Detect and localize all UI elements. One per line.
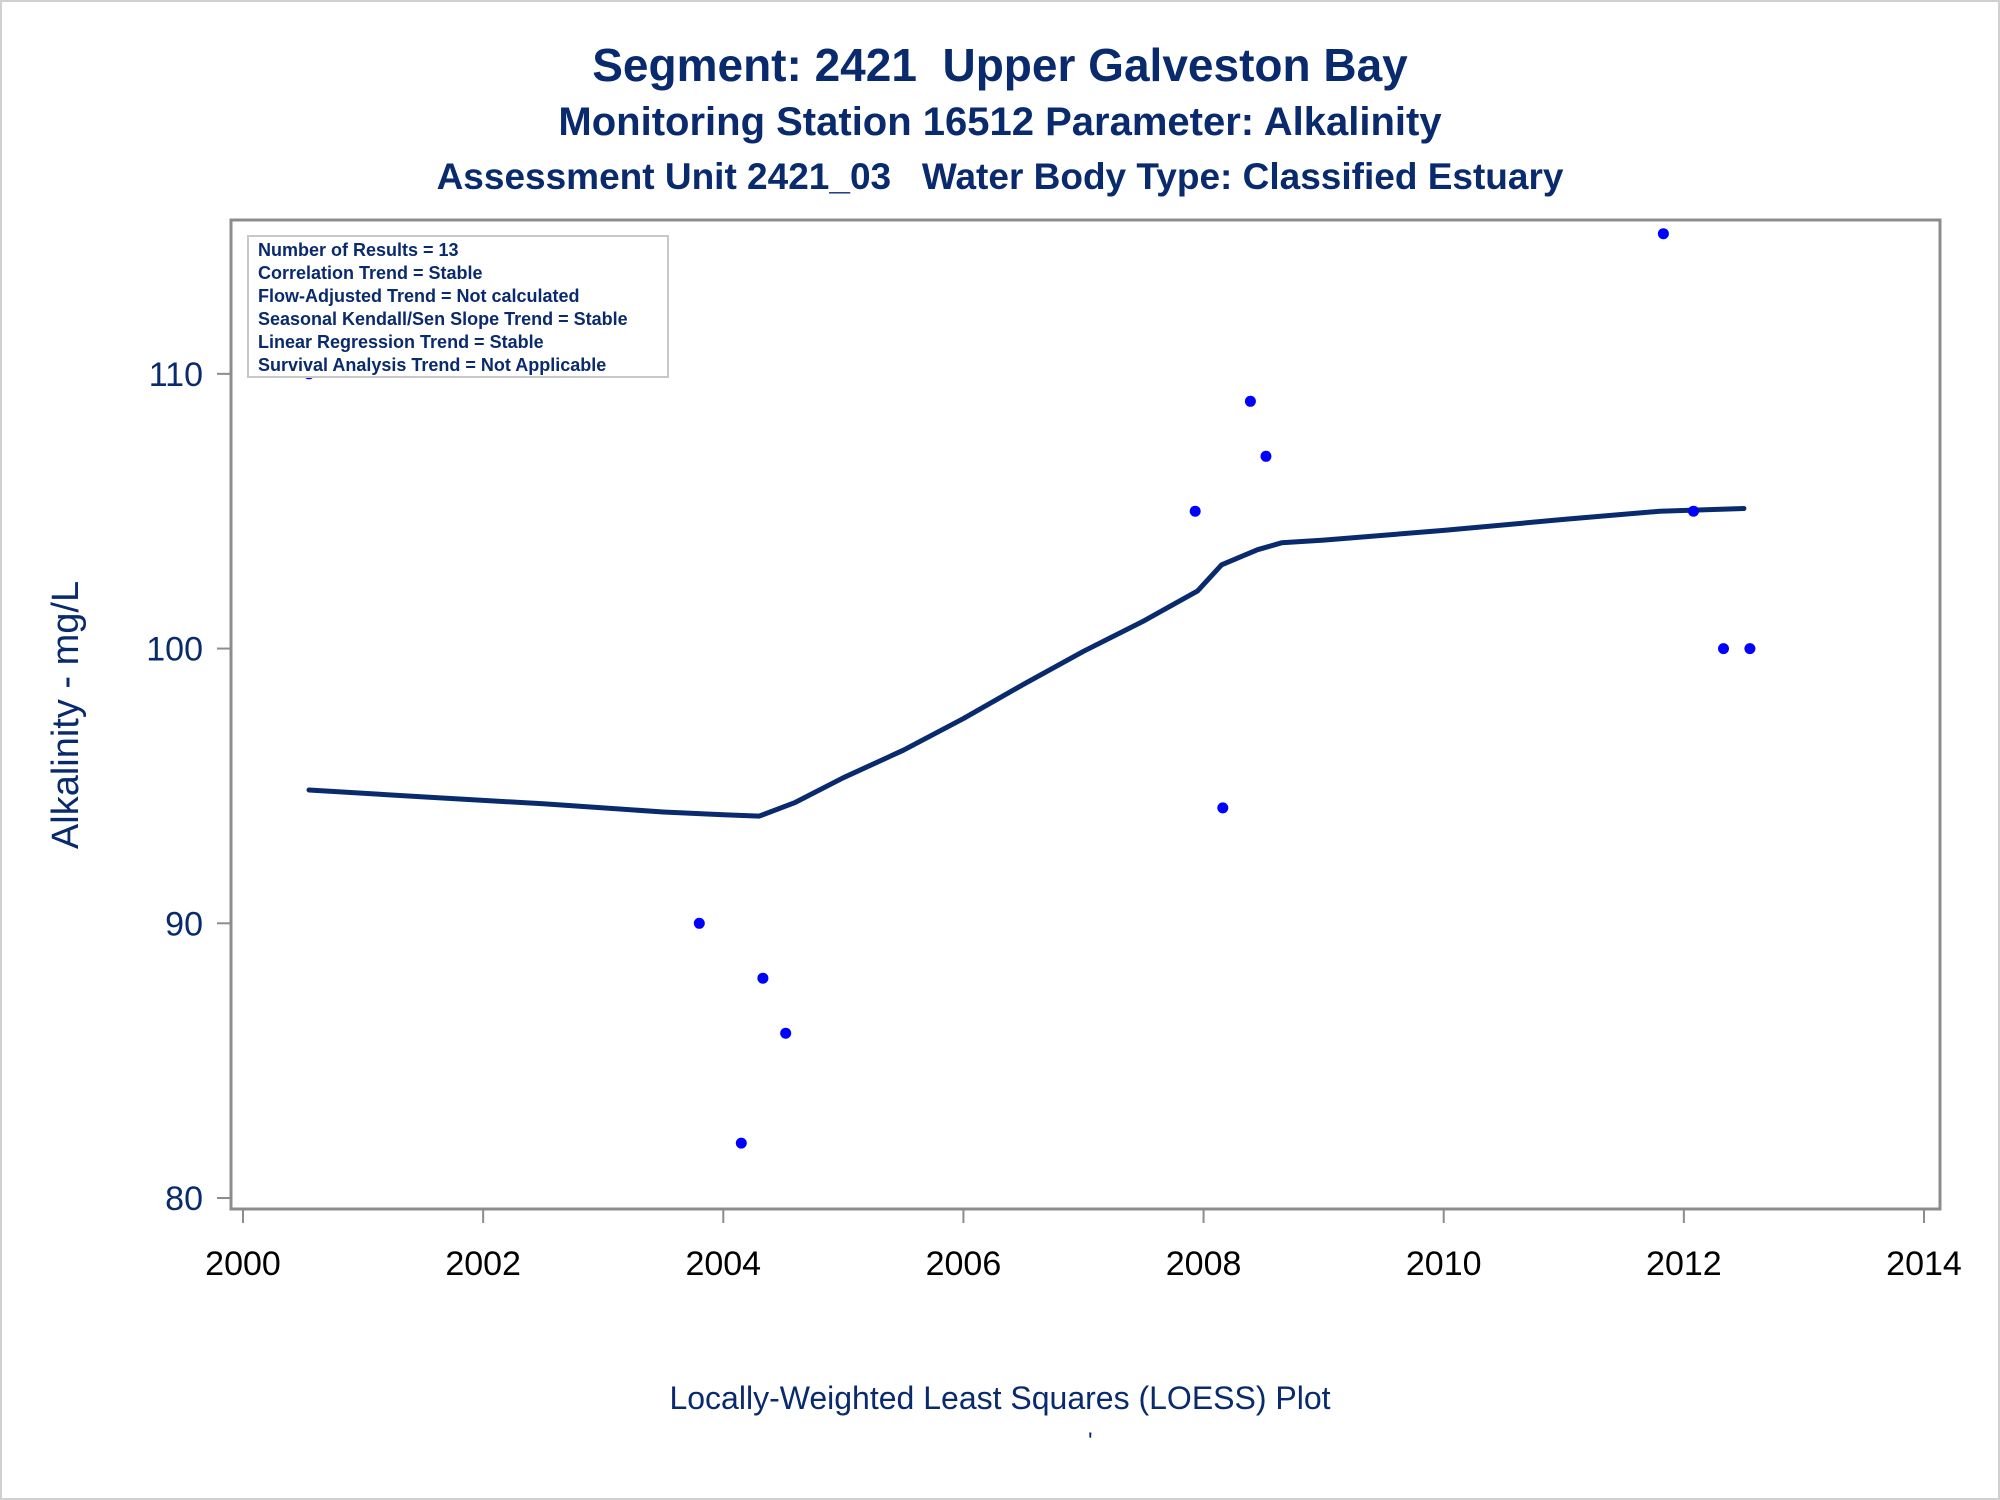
chart-title: Segment: 2421 Upper Galveston Bay [592, 39, 1408, 91]
footnote-mark: ' [1088, 1428, 1093, 1455]
x-tick-label-2: 2004 [685, 1245, 761, 1283]
x-tick-label-6: 2012 [1646, 1245, 1722, 1283]
data-point-3 [757, 972, 769, 984]
data-point-9 [1657, 228, 1669, 240]
y-axis: 80 90 100 110 [146, 356, 231, 1218]
data-point-10 [1688, 505, 1699, 517]
info-line-4: Linear Regression Trend = Stable [258, 332, 544, 352]
y-tick-label-2: 100 [146, 631, 203, 669]
x-tick-label-4: 2008 [1166, 1245, 1242, 1283]
info-line-2: Flow-Adjusted Trend = Not calculated [258, 286, 580, 306]
x-tick-label-0: 2000 [205, 1245, 281, 1283]
x-tick-label-1: 2002 [445, 1245, 521, 1283]
info-line-5: Survival Analysis Trend = Not Applicable [258, 355, 606, 375]
data-point-7 [1244, 395, 1256, 407]
data-point-8 [1260, 450, 1272, 462]
x-axis: 2000 2002 2004 2006 2008 2010 2012 2014 [205, 1209, 1962, 1283]
y-tick-label-0: 80 [165, 1180, 203, 1218]
data-point-11 [1718, 643, 1729, 655]
chart-subtitle-2: Assessment Unit 2421_03 Water Body Type:… [436, 156, 1564, 197]
data-point-12 [1744, 643, 1756, 655]
plot-area [229, 218, 1942, 1211]
data-point-5 [1189, 505, 1201, 517]
info-line-1: Correlation Trend = Stable [258, 263, 483, 283]
info-box-border [247, 235, 669, 378]
chart-subtitle: Monitoring Station 16512 Parameter: Alka… [558, 100, 1442, 144]
info-line-0: Number of Results = 13 [258, 240, 459, 260]
x-tick-label-5: 2010 [1406, 1245, 1482, 1283]
y-tick-label-3: 110 [149, 356, 203, 394]
data-point-2 [735, 1137, 747, 1149]
loess-line [306, 506, 1747, 819]
info-line-3: Seasonal Kendall/Sen Slope Trend = Stabl… [258, 309, 628, 329]
x-tick-label-7: 2014 [1886, 1245, 1962, 1283]
y-axis-label: Alkalinity - mg/L [45, 581, 87, 849]
data-point-1 [693, 917, 705, 929]
chart-footnote: Locally-Weighted Least Squares (LOESS) P… [669, 1380, 1331, 1416]
x-tick-label-3: 2006 [926, 1245, 1002, 1283]
info-box: Number of Results = 13 Correlation Trend… [247, 235, 669, 378]
y-tick-label-1: 90 [165, 905, 203, 943]
data-point-4 [780, 1027, 792, 1039]
data-point-6 [1217, 802, 1229, 814]
